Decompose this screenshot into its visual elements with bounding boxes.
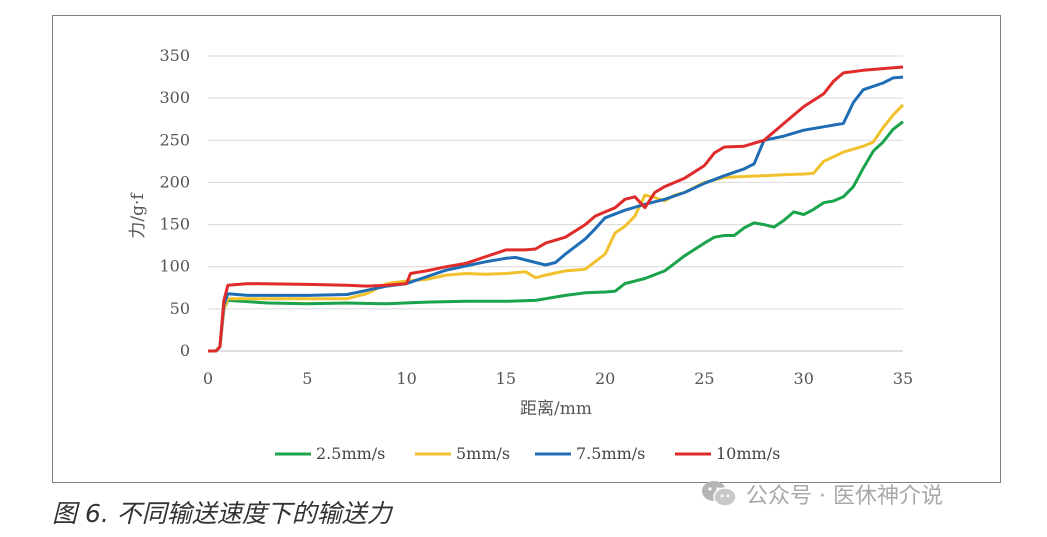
y-tick-label: 250 [159,130,190,149]
y-tick-label: 150 [159,215,190,234]
y-tick-label: 100 [159,257,190,276]
series-line-0 [208,120,904,353]
y-tick-label: 0 [180,341,190,360]
x-tick-label: 5 [302,369,312,388]
x-tick-label: 0 [203,369,213,388]
series-line-3 [208,65,904,353]
wechat-icon [702,481,737,507]
watermark: 公众号 · 医休神介说 [700,478,943,510]
legend-label-2: 7.5mm/s [576,444,645,463]
tick-layer: 0 50 100 150 200 250 300 350 0 5 10 15 20 25 30 35 [159,46,913,388]
y-tick-label: 200 [159,172,190,191]
series-line-1 [208,103,905,353]
x-tick-label: 30 [794,369,814,388]
x-tick-label: 15 [496,369,516,388]
series-layer [208,65,905,353]
x-tick-label: 20 [595,369,615,388]
x-tick-label: 25 [694,369,714,388]
legend: 2.5mm/s 5mm/s 7.5mm/s 10mm/s [275,444,780,463]
x-axis-title: 距离/mm [520,399,592,419]
series-line-2 [208,75,904,353]
grid-layer [208,55,903,352]
y-tick-label: 350 [159,46,190,65]
chart-svg: 0 50 100 150 200 250 300 350 0 5 10 15 20 25 30 35 距离/m… [128,46,913,463]
watermark-text: 公众号 · 医休神介说 [746,484,943,509]
x-tick-label: 10 [396,369,416,388]
figure-caption: 图 6. 不同输送速度下的输送力 [52,499,392,528]
chart-frame: 0 50 100 150 200 250 300 350 0 5 10 15 20 25 30 35 距离/m… [52,15,1001,483]
legend-label-3: 10mm/s [716,444,780,463]
y-tick-label: 300 [159,88,190,107]
x-tick-label: 35 [893,369,913,388]
legend-label-1: 5mm/s [456,444,510,463]
legend-label-0: 2.5mm/s [316,444,385,463]
y-tick-label: 50 [170,299,190,318]
y-axis-title: 力/g·f [128,192,148,239]
